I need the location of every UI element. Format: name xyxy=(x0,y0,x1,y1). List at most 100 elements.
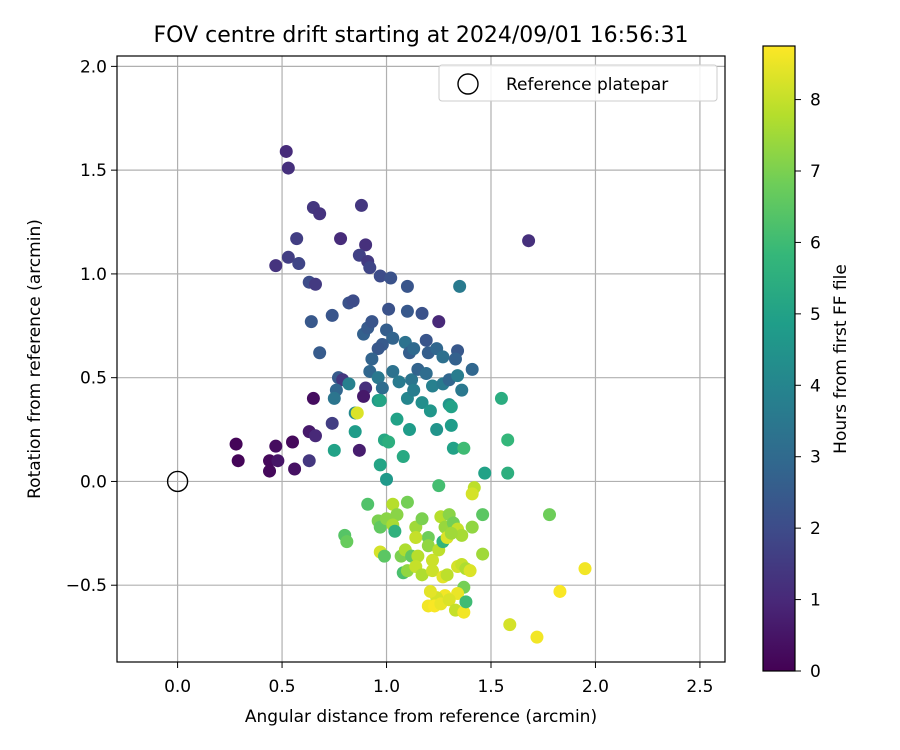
data-point xyxy=(465,487,479,501)
plot-frame xyxy=(116,55,726,663)
data-point xyxy=(373,458,387,472)
data-point xyxy=(396,450,410,464)
x-tick-label: 0.5 xyxy=(269,677,296,697)
colorbar-tick-label: 7 xyxy=(810,162,821,182)
x-tick-label: 2.5 xyxy=(686,677,713,697)
data-point xyxy=(382,435,396,449)
legend-label-reference: Reference platepar xyxy=(506,75,668,95)
data-point xyxy=(334,232,348,246)
data-point xyxy=(415,512,429,526)
data-point xyxy=(444,418,458,432)
x-tick-label: 1.0 xyxy=(373,677,400,697)
data-point xyxy=(442,593,456,607)
x-tick-label: 0.0 xyxy=(164,677,191,697)
data-point xyxy=(279,144,293,158)
y-axis-ticks: −0.5 0.0 0.5 1.0 1.5 2.0 xyxy=(66,57,117,596)
data-point xyxy=(325,416,339,430)
colorbar-label: Hours from first FF file xyxy=(831,264,851,454)
x-tick-label: 1.5 xyxy=(477,677,504,697)
data-point xyxy=(478,466,492,480)
data-point xyxy=(386,364,400,378)
colorbar-tick-label: 1 xyxy=(810,591,821,611)
y-tick-label: 2.0 xyxy=(80,57,107,77)
data-point xyxy=(340,535,354,549)
data-point xyxy=(281,250,295,264)
data-point xyxy=(463,564,477,578)
data-point xyxy=(459,595,473,609)
data-point xyxy=(403,423,417,437)
grid-lines xyxy=(117,56,725,662)
legend-box xyxy=(438,64,718,102)
data-point xyxy=(231,454,245,468)
colorbar-tick-label: 0 xyxy=(810,662,821,682)
data-point xyxy=(476,547,490,561)
data-point xyxy=(380,472,394,486)
data-point xyxy=(306,391,320,405)
colorbar-tick-label: 3 xyxy=(810,448,821,468)
data-point xyxy=(388,524,402,538)
data-point xyxy=(476,508,490,522)
data-point xyxy=(419,333,433,347)
legend: Reference platepar xyxy=(438,64,718,102)
data-point xyxy=(313,207,327,221)
y-tick-label: 1.0 xyxy=(80,265,107,285)
data-points xyxy=(229,144,592,644)
data-point xyxy=(405,373,419,387)
data-point xyxy=(304,315,318,329)
colorbar-ticks: 0 1 2 3 4 5 6 7 8 xyxy=(795,91,821,682)
data-point xyxy=(348,425,362,439)
data-point xyxy=(346,294,360,308)
data-point xyxy=(451,369,465,383)
x-axis-ticks: 0.0 0.5 1.0 1.5 2.0 2.5 xyxy=(164,662,713,697)
data-point xyxy=(530,630,544,644)
data-point xyxy=(423,404,437,418)
data-point xyxy=(432,479,446,493)
data-point xyxy=(325,308,339,322)
colorbar-tick-label: 5 xyxy=(810,305,821,325)
data-point xyxy=(446,441,460,455)
data-point xyxy=(542,508,556,522)
y-axis-label: Rotation from reference (arcmin) xyxy=(25,219,45,499)
data-point xyxy=(457,441,471,455)
data-point xyxy=(430,423,444,437)
data-point xyxy=(578,562,592,576)
data-point xyxy=(313,346,327,360)
data-point xyxy=(386,331,400,345)
data-point xyxy=(229,437,243,451)
data-point xyxy=(373,394,387,408)
data-point xyxy=(290,232,304,246)
data-point xyxy=(448,352,462,366)
data-point xyxy=(415,396,429,410)
data-point xyxy=(455,383,469,397)
data-point xyxy=(453,279,467,293)
data-point xyxy=(432,315,446,329)
data-point xyxy=(444,400,458,414)
data-point xyxy=(400,304,414,318)
colorbar-tick-label: 2 xyxy=(810,519,821,539)
colorbar-tick-label: 4 xyxy=(810,376,821,396)
data-point xyxy=(421,539,435,553)
colorbar-tick-label: 8 xyxy=(810,91,821,111)
x-axis-label: Angular distance from reference (arcmin) xyxy=(245,707,597,727)
data-point xyxy=(302,454,316,468)
data-point xyxy=(292,257,306,271)
data-point xyxy=(465,520,479,534)
data-point xyxy=(359,238,373,252)
data-point xyxy=(327,443,341,457)
data-point xyxy=(269,439,283,453)
data-point xyxy=(350,406,364,420)
data-point xyxy=(503,618,517,632)
data-point xyxy=(423,584,437,598)
data-point xyxy=(425,553,439,567)
data-point xyxy=(425,379,439,393)
data-point xyxy=(365,352,379,366)
data-point xyxy=(354,198,368,212)
data-point xyxy=(455,528,469,542)
reference-platepar-marker xyxy=(166,470,189,493)
data-point xyxy=(308,277,322,291)
data-point xyxy=(390,412,404,426)
data-point xyxy=(263,464,277,478)
colorbar xyxy=(762,45,796,672)
data-point xyxy=(392,375,406,389)
